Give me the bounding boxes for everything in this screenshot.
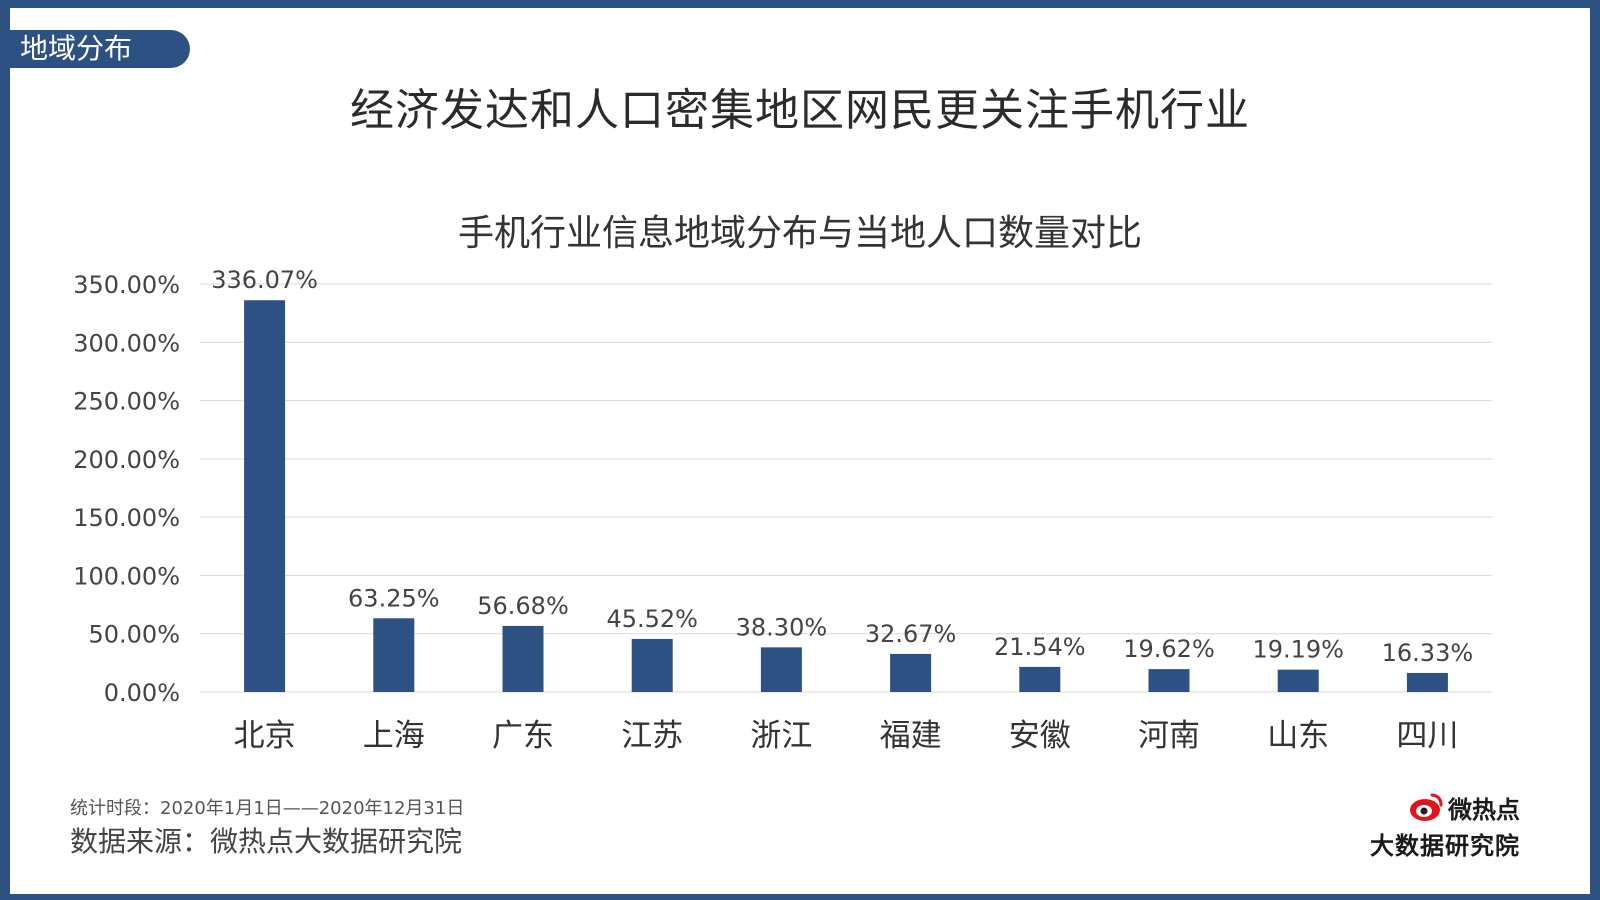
statistics-period: 统计时段：2020年1月1日——2020年12月31日 [70, 798, 465, 819]
bar [631, 638, 673, 692]
x-tick-label: 河南 [1138, 718, 1200, 754]
bar [1277, 669, 1319, 692]
bar [1019, 666, 1061, 692]
weibo-eye-icon [1410, 793, 1443, 821]
brand-logo: 微热点 大数据研究院 [1330, 788, 1520, 868]
data-label: 21.54% [994, 633, 1086, 661]
chart-title: 手机行业信息地域分布与当地人口数量对比 [457, 213, 1142, 254]
y-tick-label: 250.00% [73, 388, 180, 416]
bar-chart: 0.00% 50.00% 100.00% 150.00% 200.00% 250.00% 3… [73, 266, 1492, 754]
y-tick-label: 50.00% [88, 621, 180, 649]
y-tick-label: 150.00% [73, 504, 180, 532]
x-tick-label: 山东 [1267, 718, 1329, 754]
data-label: 38.30% [736, 613, 828, 641]
data-label: 45.52% [606, 605, 698, 633]
bar [890, 653, 932, 692]
data-label: 19.19% [1252, 636, 1344, 664]
brand-subtitle: 大数据研究院 [1370, 832, 1520, 860]
bar [502, 625, 544, 692]
y-tick-label: 350.00% [73, 271, 180, 299]
x-tick-label: 安徽 [1009, 718, 1071, 754]
bar [1406, 672, 1448, 692]
y-tick-label: 0.00% [104, 679, 180, 707]
x-tick-label: 四川 [1396, 718, 1458, 754]
brand-name: 微热点 [1448, 795, 1520, 824]
data-label: 32.67% [865, 620, 957, 648]
y-tick-label: 300.00% [73, 329, 180, 357]
data-label: 16.33% [1382, 639, 1474, 667]
data-label: 19.62% [1123, 635, 1215, 663]
section-tag: 地域分布 [10, 30, 190, 68]
y-tick-label: 200.00% [73, 446, 180, 474]
y-tick-label: 100.00% [73, 562, 180, 590]
x-tick-label: 北京 [234, 718, 296, 754]
data-label: 56.68% [477, 592, 569, 620]
x-tick-label: 上海 [363, 718, 425, 754]
bar [373, 618, 415, 692]
data-label: 336.07% [211, 266, 318, 294]
x-tick-label: 江苏 [621, 718, 683, 754]
x-tick-label: 广东 [492, 718, 554, 754]
x-tick-label: 浙江 [750, 718, 812, 754]
data-source: 数据来源：微热点大数据研究院 [70, 825, 463, 858]
data-label: 63.25% [348, 584, 440, 612]
slide: 地域分布 经济发达和人口密集地区网民更关注手机行业 手机行业信息地域分布与当地人… [10, 8, 1590, 894]
bar [760, 647, 802, 692]
page-title: 经济发达和人口密集地区网民更关注手机行业 [350, 85, 1250, 136]
x-tick-label: 福建 [880, 718, 942, 754]
bar [244, 300, 286, 692]
bar [1148, 669, 1190, 692]
